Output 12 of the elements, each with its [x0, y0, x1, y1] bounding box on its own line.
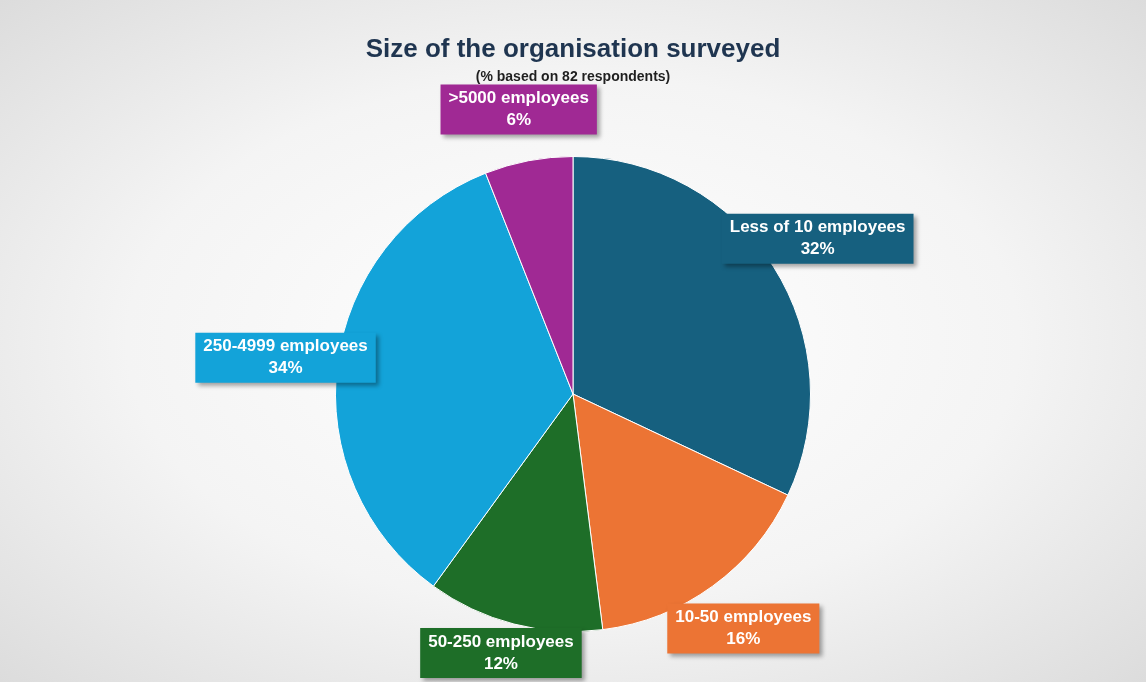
slice-label: 10-50 employees [675, 607, 812, 627]
chart-title: Size of the organisation surveyed [365, 32, 781, 63]
slice-label: >5000 employees [448, 88, 589, 108]
data-label: 12% [483, 653, 518, 673]
slice-label: 50-250 employees [428, 631, 574, 651]
chart-subtitle: (% based on 82 respondents) [475, 68, 671, 85]
slice-label: Less of 10 employees [729, 217, 906, 237]
data-label: 32% [800, 239, 835, 259]
data-label: 6% [506, 110, 531, 130]
slice-label: 250-4999 employees [203, 336, 368, 356]
data-label: 34% [268, 358, 303, 378]
data-label: 16% [726, 629, 761, 649]
